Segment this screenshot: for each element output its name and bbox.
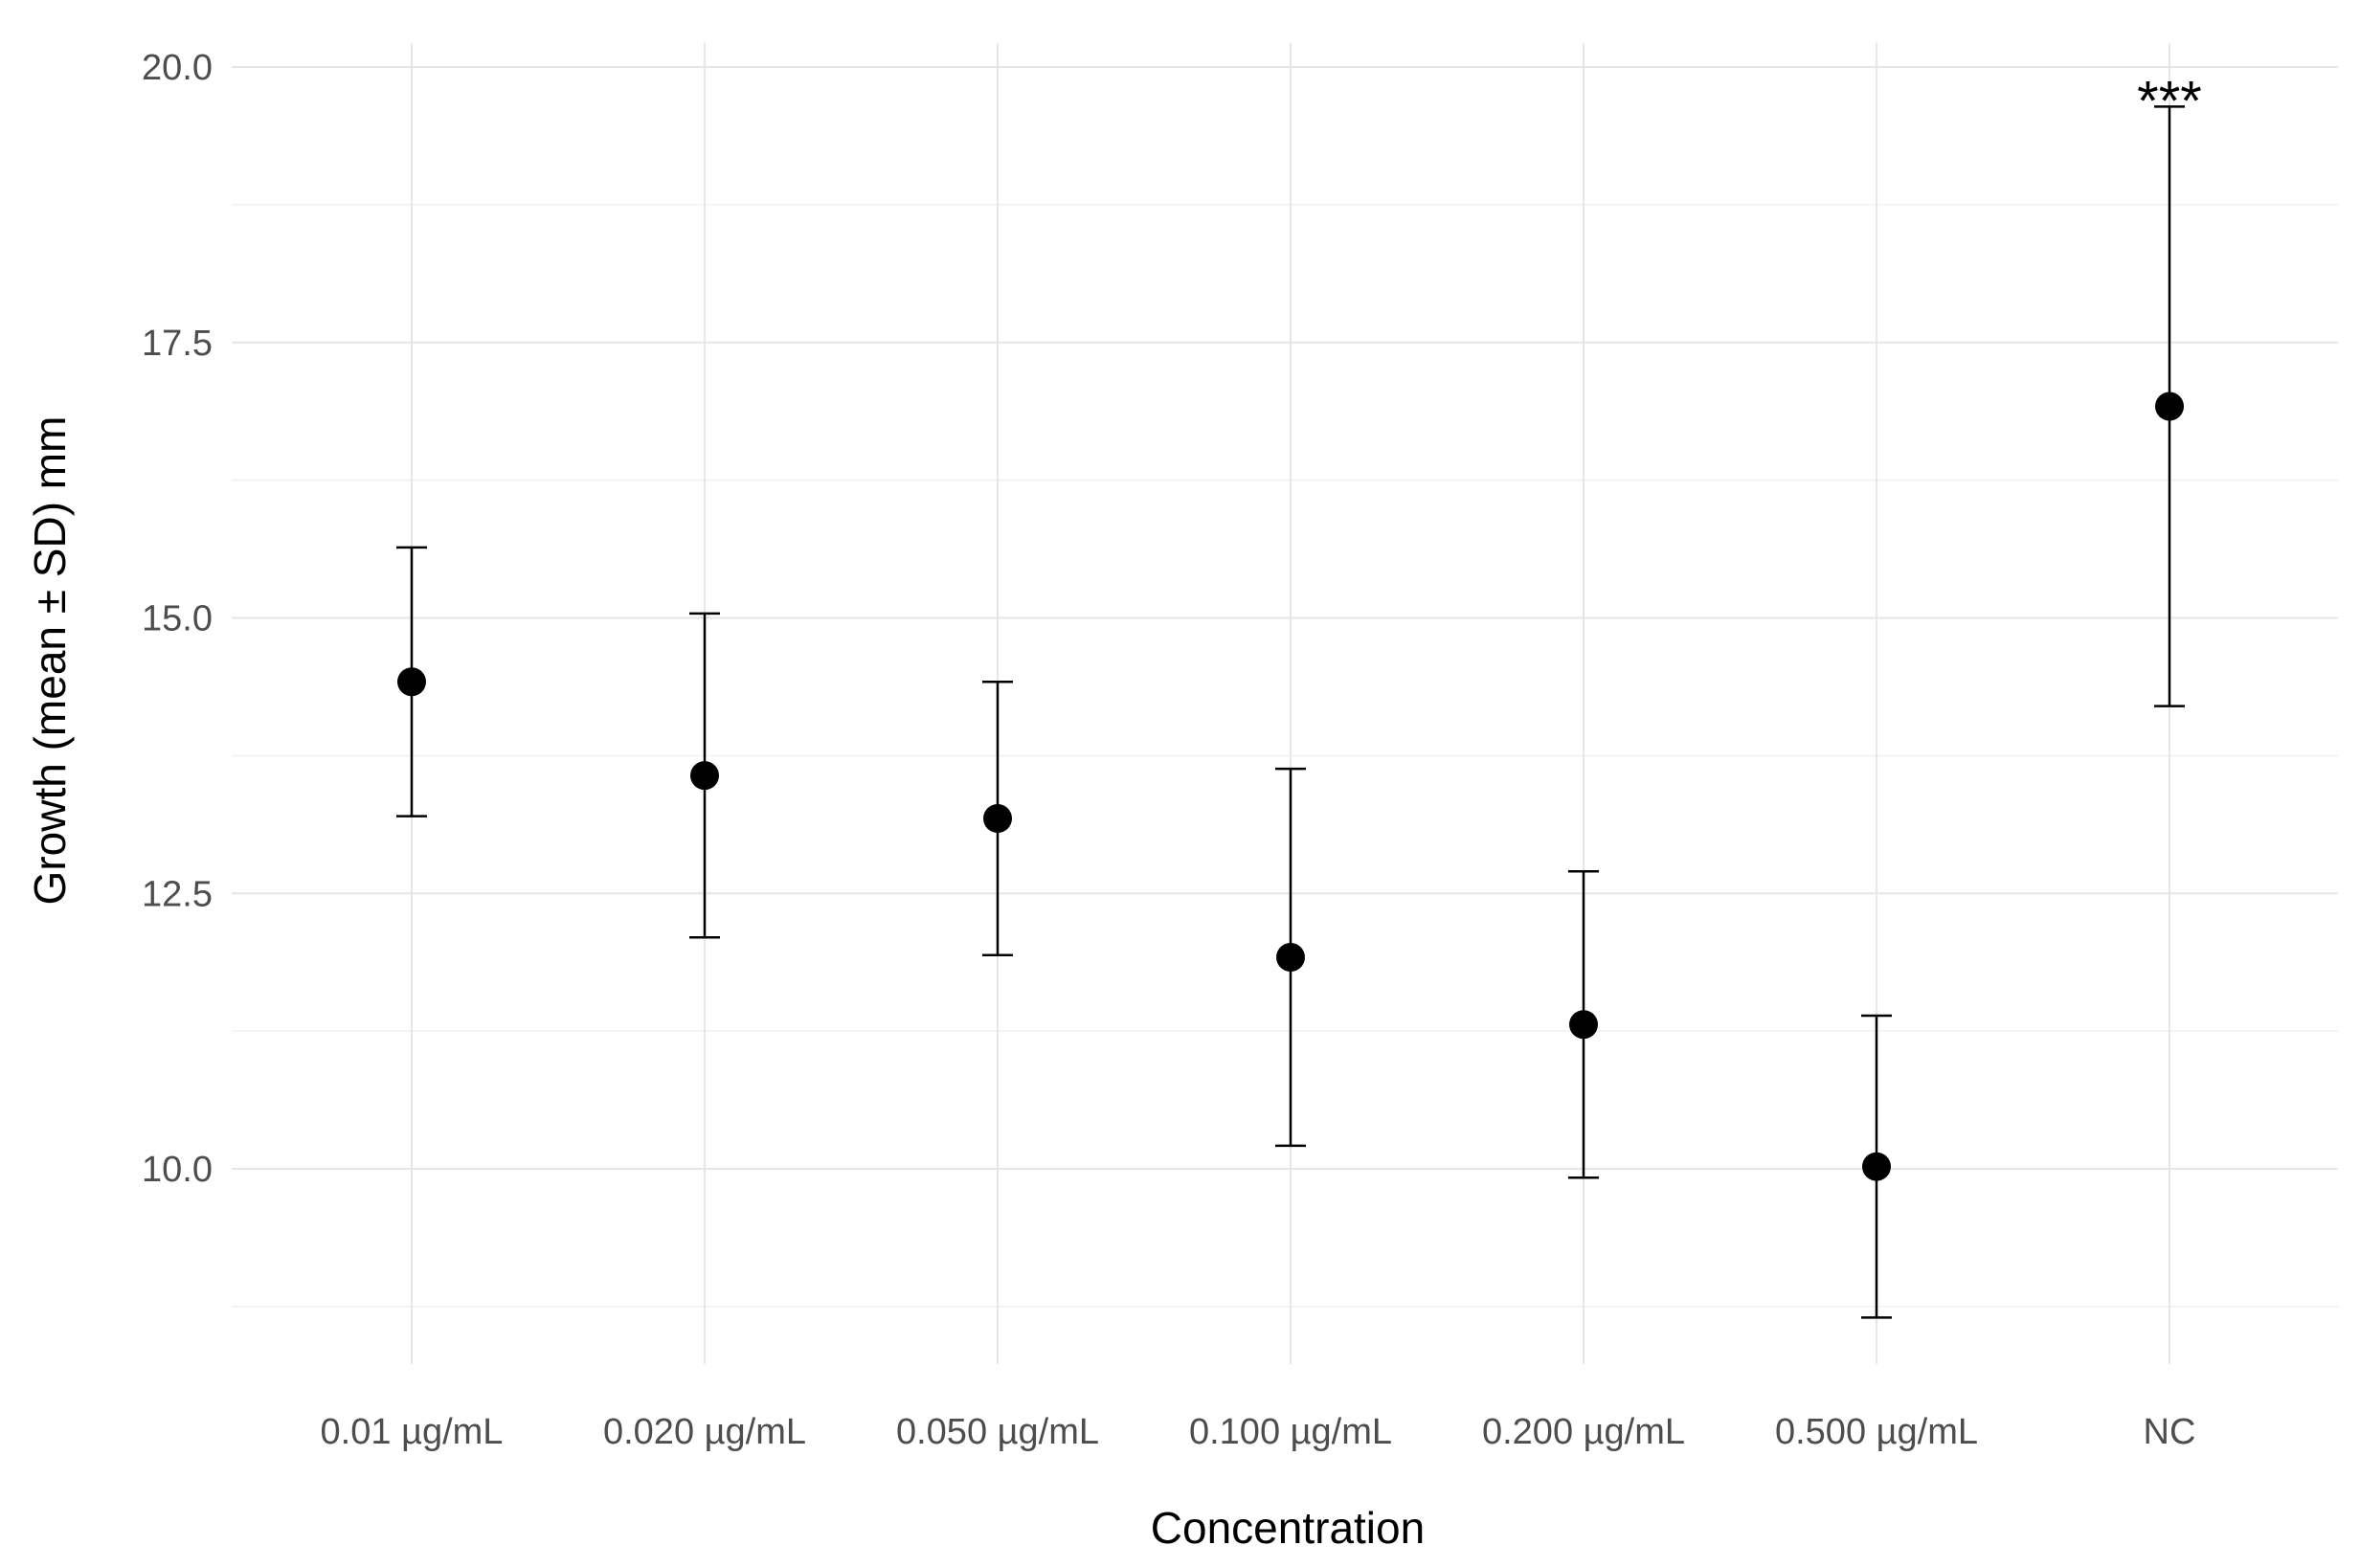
data-points	[397, 392, 2184, 1181]
data-point	[1276, 943, 1305, 973]
data-point	[1862, 1152, 1891, 1181]
gridlines	[232, 43, 2338, 1364]
significance-annotation: ***	[2137, 70, 2202, 132]
x-tick-label: 0.020 µg/mL	[603, 1412, 806, 1452]
x-tick-label: NC	[2144, 1412, 2196, 1452]
y-axis-tick-labels: 10.0 12.5 15.0 17.5 20.0	[142, 48, 213, 1190]
data-point	[1569, 1010, 1598, 1040]
y-axis-title: Growth (mean ± SD) mm	[25, 416, 75, 906]
y-tick-label: 12.5	[142, 874, 213, 914]
annotations: ***	[2137, 70, 2202, 132]
data-point	[397, 667, 426, 697]
y-tick-label: 20.0	[142, 48, 213, 88]
x-tick-label: 0.200 µg/mL	[1482, 1412, 1685, 1452]
y-tick-label: 10.0	[142, 1150, 213, 1190]
data-point	[690, 761, 719, 791]
x-tick-label: 0.01 µg/mL	[321, 1412, 504, 1452]
x-tick-label: 0.100 µg/mL	[1189, 1412, 1392, 1452]
x-axis-tick-labels: 0.01 µg/mL 0.020 µg/mL 0.050 µg/mL 0.100 µg…	[321, 1412, 2196, 1452]
y-tick-label: 15.0	[142, 599, 213, 639]
x-axis-title: Concentration	[1151, 1503, 1425, 1553]
y-tick-label: 17.5	[142, 324, 213, 364]
x-tick-label: 0.050 µg/mL	[896, 1412, 1099, 1452]
x-tick-label: 0.500 µg/mL	[1775, 1412, 1978, 1452]
data-point	[2155, 392, 2184, 421]
data-point	[983, 803, 1012, 833]
